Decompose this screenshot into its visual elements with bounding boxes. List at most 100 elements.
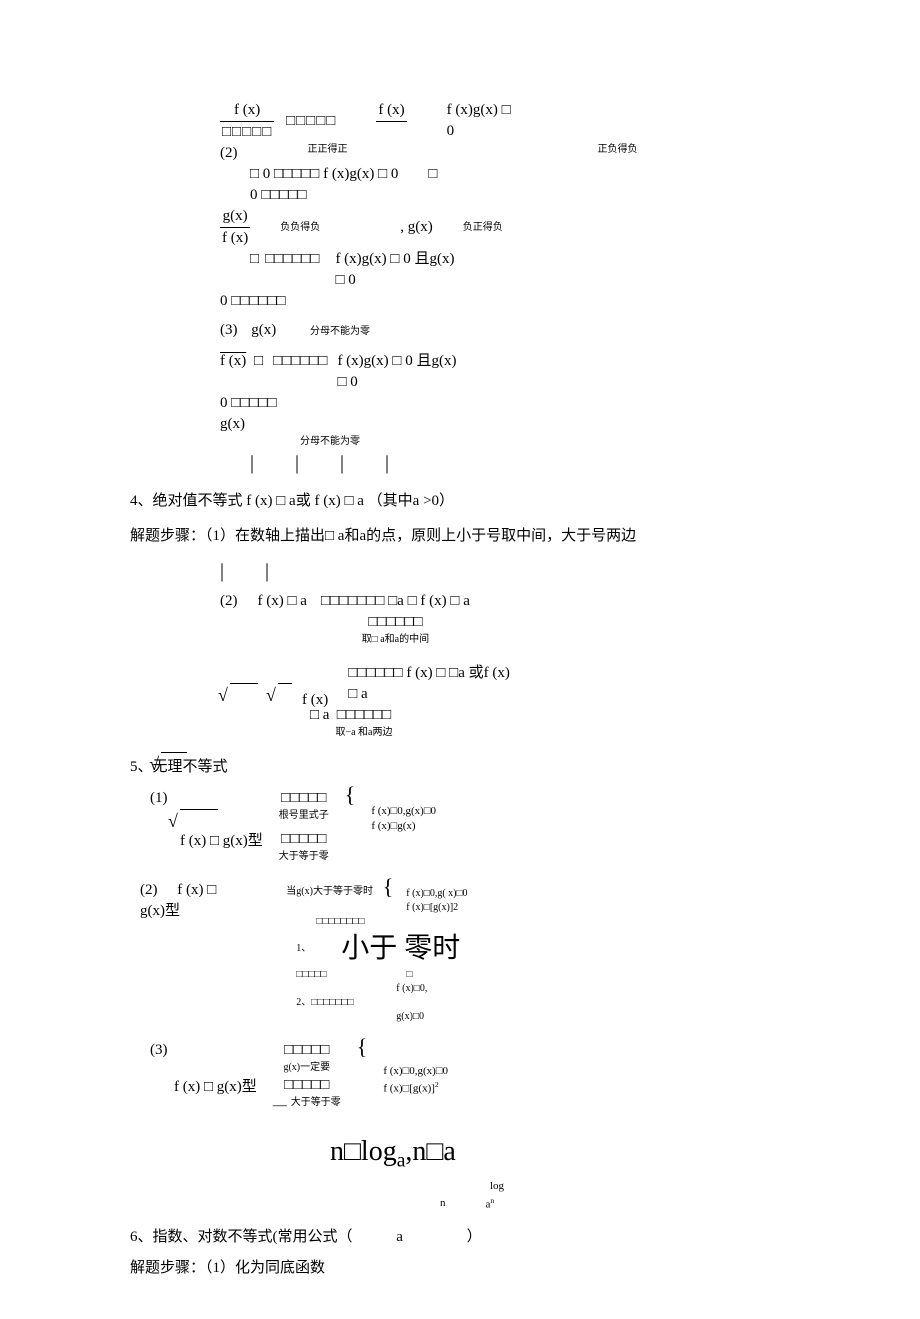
s4-mid-col: □□□□□□ f (x) □ □a 或f (x) □ a (348, 663, 510, 705)
ann-denom: 分母不能为零 (310, 326, 370, 337)
s5-3-brace: { (357, 1040, 368, 1053)
gx-line-3: g(x) (220, 414, 790, 435)
fxgx-text: f (x)g(x) □ (447, 100, 511, 121)
arrow-boxes-3: □□□□□□ (273, 351, 327, 372)
boxes-denom: □□□□□ (220, 122, 274, 143)
s5-1-box-bot: □□□□□ (279, 829, 329, 850)
s5-2-left: f (x) □ (177, 882, 216, 898)
s4-2-row: (2) f (x) □ a □□□□□□□ □a □ f (x) □ a □□□… (220, 591, 790, 647)
ann-denom-2: 分母不能为零 (300, 435, 790, 449)
s5-2-r3: f (x)□0, (396, 982, 467, 996)
gx-num: g(x) (220, 206, 250, 228)
log-sub-log: log (490, 1180, 504, 1192)
s5-2-2: 2、 (296, 996, 311, 1010)
fxgx-col: f (x)g(x) □ 0 (447, 100, 511, 143)
s5-2-boxes2: □□□□□ (296, 968, 326, 982)
s5-2-left2: g(x)型 (140, 901, 216, 922)
s5-1-r1: f (x)□0,g(x)□0 (371, 804, 436, 819)
s5-3-dash: — (273, 1096, 287, 1116)
s5-3-boxes: □□□□□ g(x)一定要 □□□□□ — 大于等于零 (273, 1040, 341, 1116)
s5-3-right: f (x)□0,g(x)□0 f (x)□[g(x)]2 (383, 1064, 448, 1096)
s6-title: 6、指数、对数不等式(常用公式（ (130, 1229, 353, 1245)
section-4-title: 4、绝对值不等式 f (x) □ a或 f (x) □ a （其中a >0） (130, 491, 790, 512)
s5-2-top-ann: 当g(x)大于等于零时 (286, 886, 373, 897)
s5-2-boxes1: □□□□□□□□ (316, 915, 467, 929)
s5-2-r4: g(x)□0 (396, 1010, 467, 1024)
s5-1-ann-top: 根号里式子 (279, 809, 329, 823)
s4-2-arrow-boxes: □□□□□□ (321, 612, 470, 633)
s4-mid-top2: □ a (348, 684, 510, 705)
log-sup-n: n (490, 1196, 494, 1205)
pipes-4: | | (220, 557, 287, 585)
label-2: (2) (220, 143, 238, 164)
section-3: (3) g(x) 分母不能为零 f (x) □ □□□□□□ f (x)g(x)… (220, 320, 790, 477)
pipes-3: | | | | (250, 449, 790, 477)
s4-2-arrow: □□□□□□□ □a □ f (x) □ a □□□□□□ 取□ a和a的中间 (321, 591, 470, 647)
s5-3-r2-sup: 2 (435, 1080, 439, 1089)
s4-2-arrow-top: □□□□□□□ □a □ f (x) □ a (321, 591, 470, 612)
s5-1-sqrt (170, 809, 263, 831)
section-2-top-row: f (x) □□□□□ □□□□□ f (x) f (x)g(x) □ 0 (220, 100, 790, 143)
s4-sqrt-row: f (x) □□□□□□ f (x) □ □a 或f (x) □ a (220, 663, 790, 705)
s4-2-left: f (x) □ a (258, 591, 307, 612)
fx-overline-col: f (x) □ (220, 351, 263, 372)
log-sub-n: n (440, 1196, 446, 1213)
right2: □ 0 (337, 372, 456, 393)
section-3-row1: (3) g(x) 分母不能为零 (220, 320, 790, 341)
s4-mid-top: □□□□□□ f (x) □ □a 或f (x) (348, 663, 510, 684)
log-sub-row: log (490, 1175, 790, 1196)
mid-right-2: □ 0 (335, 270, 454, 291)
mid-right-col: f (x)g(x) □ 0 且g(x) □ 0 (335, 249, 454, 291)
s5-3-r1: f (x)□0,g(x)□0 (383, 1064, 448, 1079)
s5-1-brace: { (345, 788, 356, 801)
log-sub-row2: n an (440, 1196, 790, 1213)
fx-numerator: f (x) (220, 100, 274, 122)
s5-1-left-text: f (x) □ g(x)型 (180, 831, 263, 852)
s5-2-mid: 当g(x)大于等于零时 { f (x)□0,g( x)□0 f (x)□[g(x… (286, 880, 467, 1024)
ann-negneg: 负负得负 (280, 221, 320, 235)
sq-left: □ (250, 249, 259, 270)
s6-steps: 解题步骤：（1）化为同底函数 (130, 1258, 790, 1279)
fxgx-zero: 0 (447, 121, 511, 142)
log-expr: n□loga,n□a log n an (330, 1132, 790, 1213)
arrow-right-col: □□□□□□ (273, 351, 327, 372)
ann-pospos: 正正得正 (308, 143, 348, 164)
s4-mid-row2: □ a □□□□□□ 取−a 和a两边 (310, 705, 790, 740)
log-sub-an: an (486, 1196, 495, 1213)
log-main: n□loga,n□a (330, 1136, 456, 1167)
zero-boxes-row: 0 □□□□□□ (220, 291, 790, 312)
s5-3: (3) f (x) □ g(x)型 □□□□□ g(x)一定要 □□□□□ — … (150, 1040, 790, 1116)
sqrt-empty (220, 683, 258, 705)
s5-1-boxes: □□□□□ 根号里式子 □□□□□ 大于等于零 (279, 788, 329, 864)
document-page: f (x) □□□□□ □□□□□ f (x) f (x)g(x) □ 0 (2… (0, 0, 920, 1319)
line-a-text: □ 0 □□□□□ f (x)g(x) □ 0 (250, 164, 398, 185)
s4-mid-ann: 取−a 和a两边 (335, 726, 392, 740)
boxes-after-frac: □□□□□ (286, 113, 336, 129)
s5-2-brace: { (383, 874, 394, 899)
right-col-3: f (x)g(x) □ 0 且g(x) □ 0 (337, 351, 456, 393)
s4-2-ann: 取□ a和a的中间 (321, 633, 470, 647)
s5-1-box-top: □□□□□ (279, 788, 329, 809)
s5-2-label: (2) (140, 882, 158, 898)
s6-close: ） (467, 1229, 482, 1245)
sq-after-fx: □ (254, 353, 263, 369)
frac-fx-right: f (x) (376, 100, 406, 143)
s5-3-box-top: □□□□□ (273, 1040, 341, 1061)
section-4-steps: 解题步骤：（1）在数轴上描出□ a和a的点，原则上小于号取中间，大于号两边 (130, 526, 790, 547)
section-3-frac-row: f (x) □ □□□□□□ f (x)g(x) □ 0 且g(x) □ 0 (220, 351, 790, 393)
s5-3-ann-bot: — 大于等于零 (273, 1096, 341, 1116)
s5-2-r2: f (x)□[g(x)]2 (406, 901, 467, 915)
log-comma: ,n□a (405, 1136, 455, 1167)
s5-2-leftcol: (2) f (x) □ g(x)型 (140, 880, 216, 922)
s5-3-leftcol: (3) f (x) □ g(x)型 (150, 1040, 257, 1098)
s4-mid-boxes: □□□□□□ (335, 705, 392, 726)
s5-3-label: (3) (150, 1040, 257, 1061)
mid-right-1: f (x)g(x) □ 0 且g(x) (335, 249, 454, 270)
sqrt-fx (268, 683, 292, 705)
s5-2-boxes3: □□□□□□□ (311, 996, 353, 1010)
fx-num-right: f (x) (376, 100, 406, 122)
label-3: (3) (220, 322, 238, 338)
fx-over: f (x) (220, 353, 246, 369)
blank-den (376, 122, 406, 143)
section-5-title: 5、无理不等式 (130, 756, 790, 778)
